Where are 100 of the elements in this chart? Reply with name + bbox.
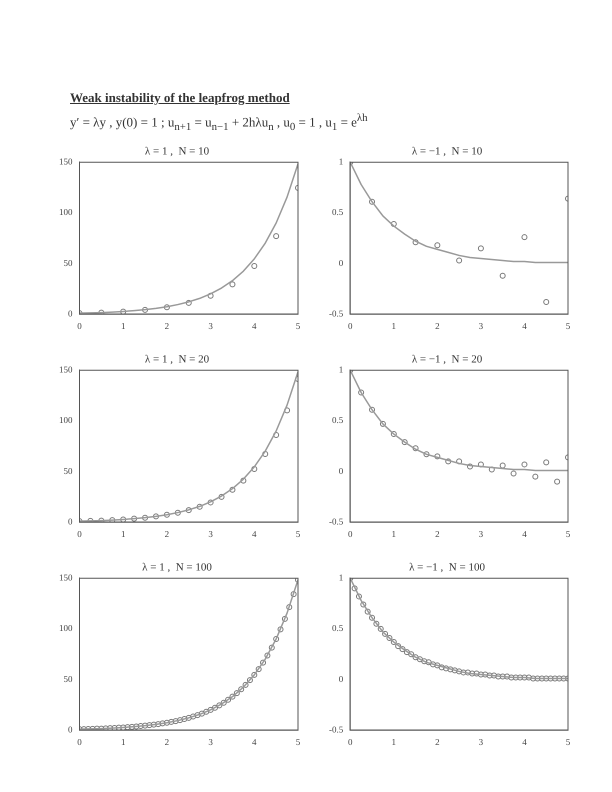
point [218,494,225,500]
x-tick-label: 2 [164,320,170,331]
point [402,439,408,446]
point [478,461,484,468]
y-tick-label: 0.5 [332,623,344,634]
point [164,304,170,310]
point [264,652,270,658]
y-tick-label: 150 [59,364,73,374]
x-tick-label: 3 [208,736,214,747]
point [190,713,196,720]
point [521,674,528,680]
point [168,718,174,725]
y-tick-label: -0.5 [328,724,344,734]
point [116,724,122,730]
point [356,593,362,600]
x-tick-label: 3 [478,320,484,331]
point [208,499,214,506]
y-tick-label: 50 [64,258,73,268]
point [198,710,205,717]
point [526,674,532,680]
point [251,672,258,678]
point [378,626,384,632]
point [282,616,288,622]
y-tick-label: 0 [68,308,73,318]
point [98,518,104,522]
point [128,724,135,730]
point [369,614,376,621]
point [534,675,541,682]
point [120,516,126,522]
point [434,662,440,668]
point [256,666,262,672]
point [286,604,292,610]
point [532,474,538,480]
x-tick-label: 0 [348,736,353,747]
point [181,716,188,722]
point [408,651,414,658]
point [160,720,166,726]
point [412,654,419,660]
point [216,702,222,708]
point [412,239,419,246]
y-tick-label: 150 [59,572,73,582]
point [390,638,397,645]
x-tick-label: 3 [478,528,484,539]
point [98,310,104,314]
point [131,516,138,522]
point [260,660,266,666]
point [543,298,550,305]
point [234,690,240,696]
point [412,445,419,452]
point [390,220,397,227]
chart-title: λ = 1 , N = 20 [144,353,210,366]
x-tick-label: 1 [120,320,126,331]
point [196,504,203,510]
x-tick-label: 4 [252,528,258,539]
point [416,656,423,662]
point [164,720,170,726]
point [229,281,236,288]
point [369,406,376,413]
x-tick-label: 0 [77,320,82,331]
point [400,646,406,652]
point [240,478,246,484]
point [186,714,192,721]
point [262,450,268,457]
point [556,675,562,682]
point [404,649,410,656]
point [133,723,140,730]
y-tick-label: 0 [338,674,344,684]
point [478,245,484,252]
x-tick-label: 0 [77,528,82,539]
point [212,704,218,711]
point [273,432,280,438]
point [445,458,452,464]
point [186,300,192,306]
point [495,673,502,680]
x-tick-label: 0 [77,736,82,747]
text: Weak instability of the leapfrog method [70,90,291,106]
point [360,601,366,608]
y-tick-label: 0 [68,516,73,526]
point [142,514,148,521]
point [273,232,280,239]
point [543,675,550,682]
point [548,675,554,682]
x-tick-label: 2 [435,528,440,539]
y-tick-label: 100 [59,415,73,426]
y-tick-label: 0 [338,258,344,268]
y-tick-label: 50 [64,466,73,476]
point [423,451,430,458]
point [174,510,181,516]
point [490,672,497,678]
point [124,724,131,730]
point [120,724,126,730]
point [390,430,397,437]
x-tick-label: 3 [208,528,214,539]
x-tick-label: 2 [435,736,440,747]
point [482,671,488,678]
point [380,420,386,427]
point [208,706,214,713]
point [552,675,558,682]
x-tick-label: 2 [164,528,170,539]
y-tick-label: 0 [338,466,344,476]
